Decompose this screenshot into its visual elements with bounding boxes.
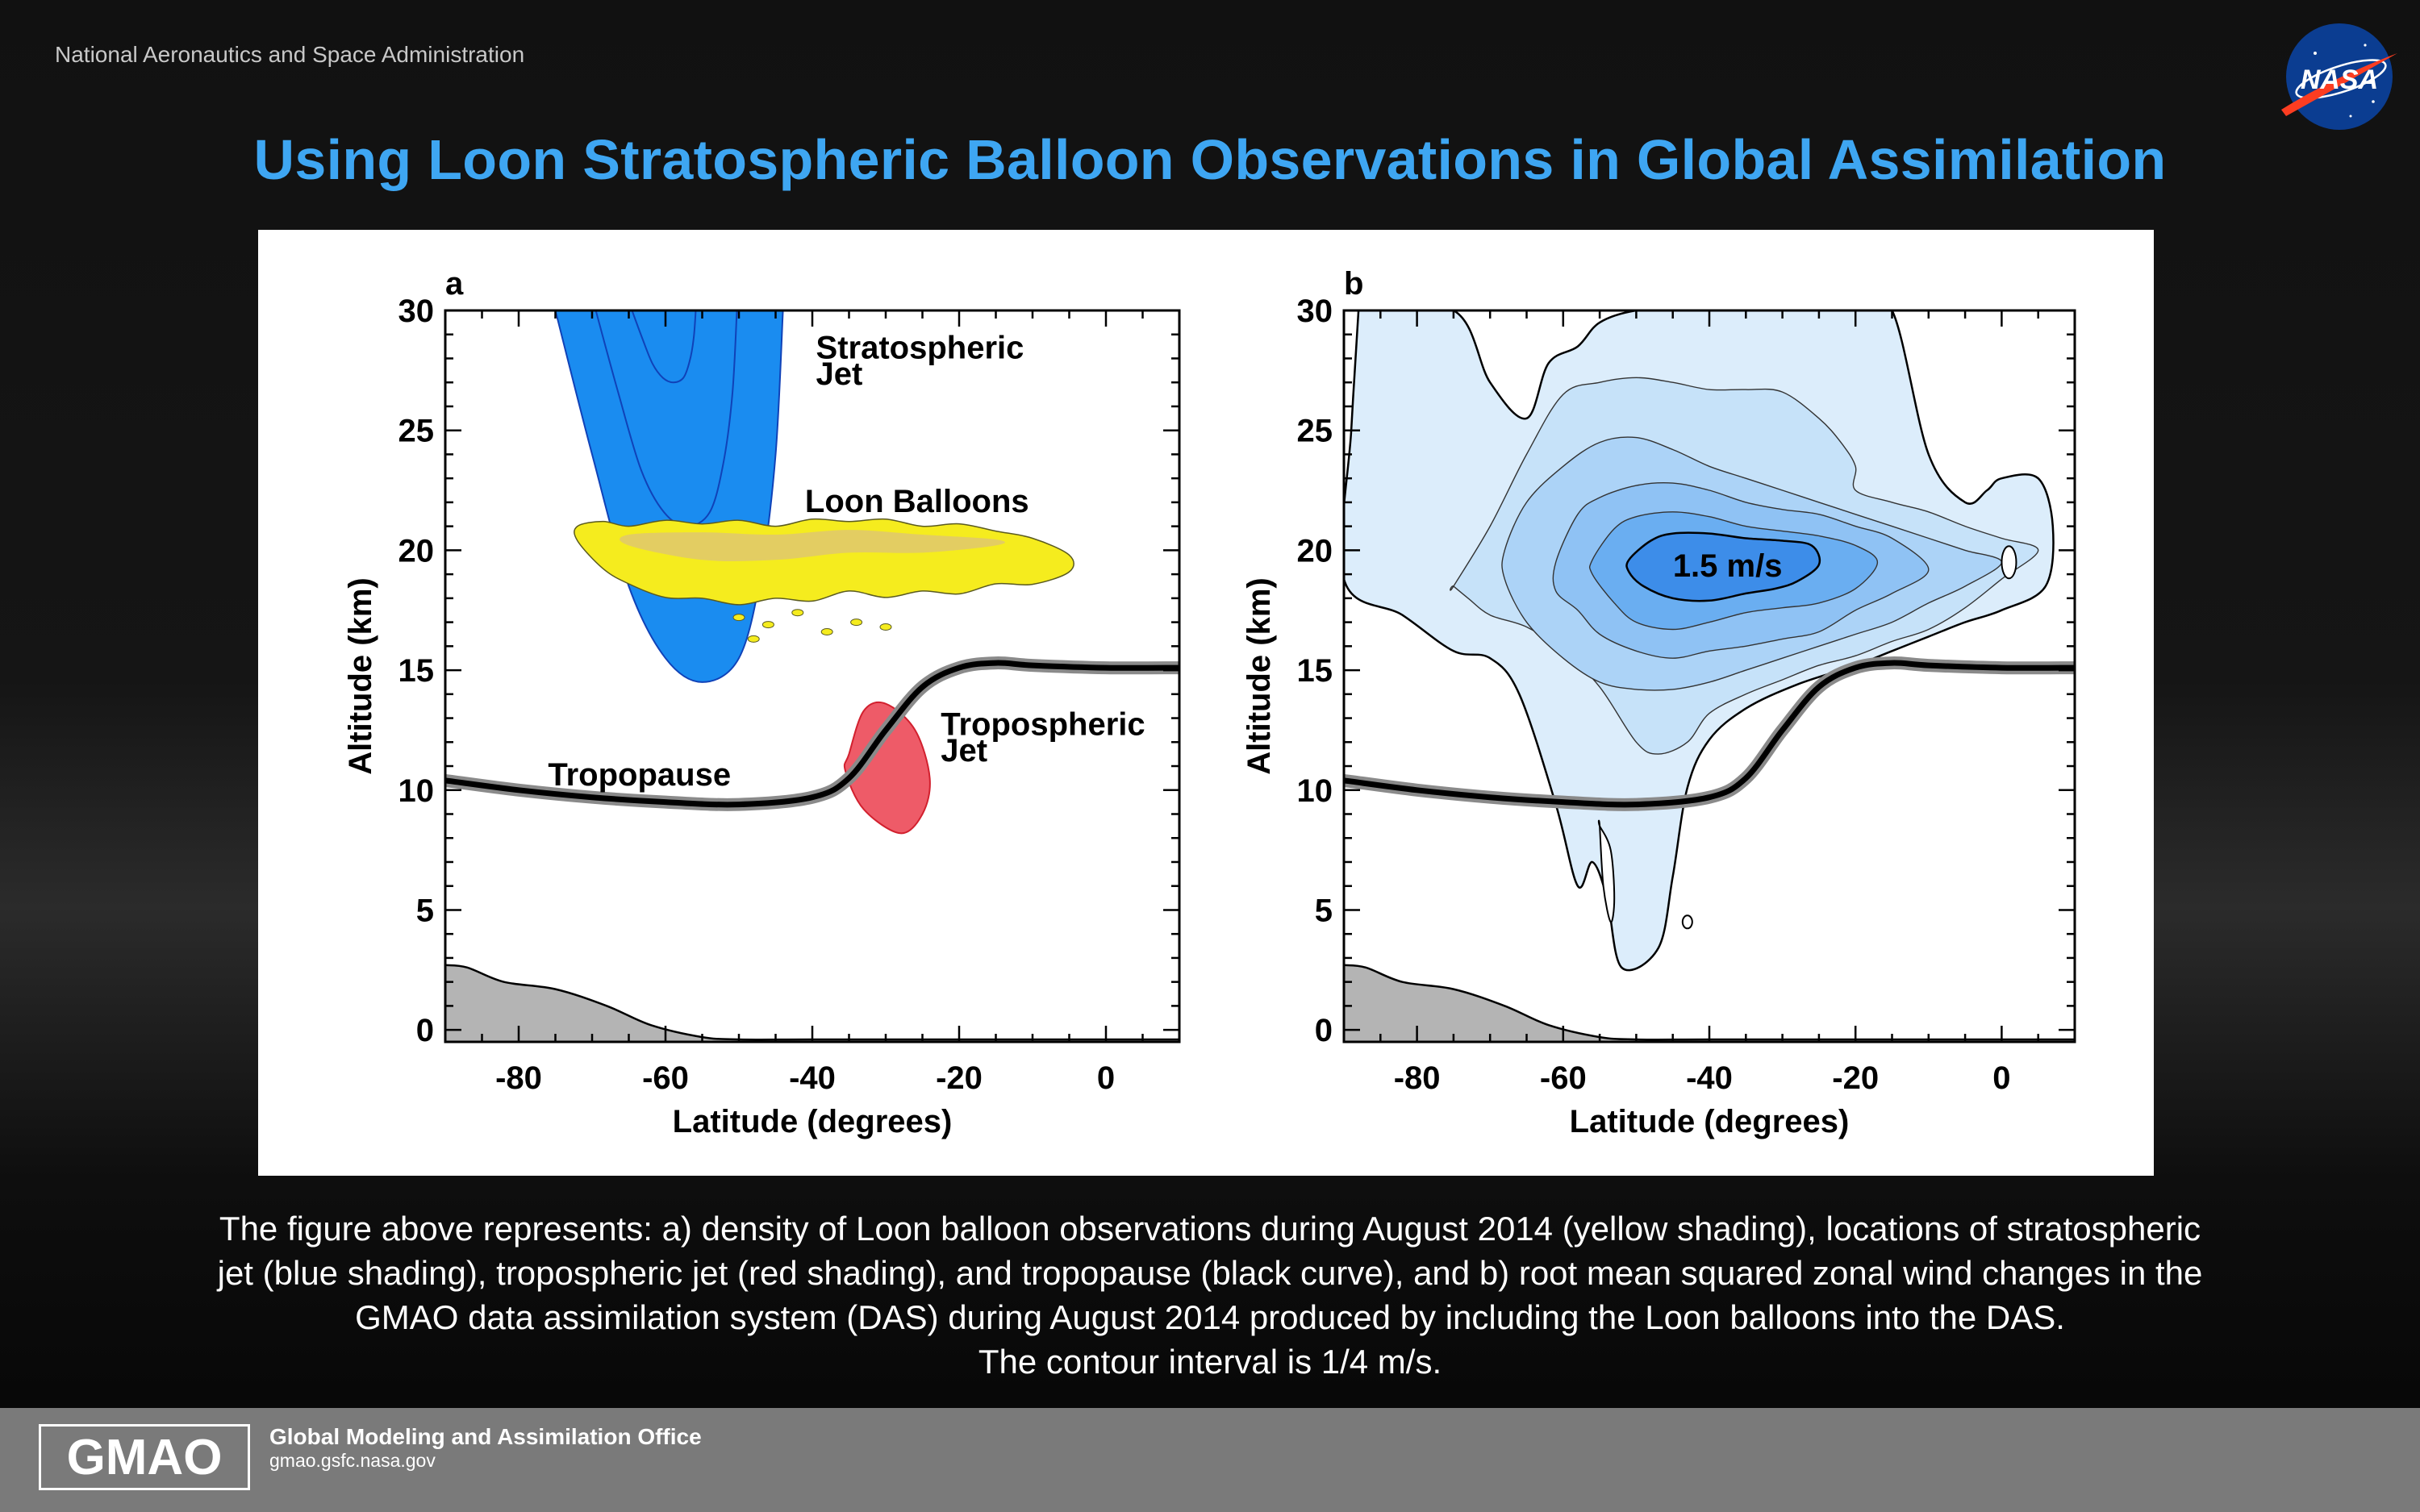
loon-balloon-speck <box>747 635 760 643</box>
loon-balloon-speck <box>732 614 745 622</box>
plot-frame <box>444 309 1181 1043</box>
caption-line: jet (blue shading), tropospheric jet (re… <box>217 1254 2203 1292</box>
caption-line: GMAO data assimilation system (DAS) duri… <box>355 1298 2065 1336</box>
footer-bar: GMAO Global Modeling and Assimilation Of… <box>0 1408 2420 1512</box>
panel-label: a <box>445 266 464 302</box>
x-tick-label: 0 <box>1992 1060 2010 1096</box>
tropopause-line <box>445 660 1179 808</box>
figure-svg: -80 -60 -40 -20 0 0 5 10 15 20 25 30 Latitude (degre… <box>343 266 2076 1139</box>
gmao-logo: GMAO <box>39 1424 250 1490</box>
panel-a: -80 -60 -40 -20 0 0 5 10 15 20 25 30 Latitude (degre… <box>343 266 1181 1139</box>
axis-ticks <box>1342 309 2076 1042</box>
tropospheric-jet-area <box>843 701 931 835</box>
contour-island <box>1681 914 1693 930</box>
y-tick-label: 0 <box>1315 1013 1333 1048</box>
loon-balloon-speck <box>850 619 863 627</box>
figure-panel: -80 -60 -40 -20 0 0 5 10 15 20 25 30 Latitude (degre… <box>258 230 2154 1176</box>
contour-island <box>1597 819 1616 923</box>
x-tick-label: -80 <box>495 1060 542 1096</box>
y-axis-label: Altitude (km) <box>343 577 378 774</box>
loon-balloon-speck <box>791 609 804 617</box>
x-tick-label: -40 <box>1686 1060 1733 1096</box>
contour-island <box>2001 545 2017 580</box>
nasa-logo: NASA <box>2281 23 2397 130</box>
panel-b: -80 -60 -40 -20 0 0 5 10 15 20 25 30 Latitude (degre… <box>1241 266 2076 1139</box>
y-tick-label: 0 <box>416 1013 434 1048</box>
x-tick-label: -60 <box>1540 1060 1587 1096</box>
y-tick-label: 25 <box>1297 414 1333 449</box>
stratospheric-jet-label: Stratospheric <box>816 330 1024 365</box>
plot-area <box>445 310 1179 1042</box>
y-tick-label: 30 <box>398 294 435 329</box>
caption-line: The contour interval is 1/4 m/s. <box>978 1343 1442 1381</box>
tropospheric-jet-label: Tropospheric <box>941 706 1145 742</box>
figure-caption: The figure above represents: a) density … <box>97 1206 2323 1384</box>
y-tick-label: 10 <box>398 773 435 809</box>
caption-line: The figure above represents: a) density … <box>219 1210 2201 1248</box>
x-tick-label: -40 <box>789 1060 836 1096</box>
plot-area <box>1344 310 2075 1042</box>
nasa-logo-text: NASA <box>2301 65 2378 95</box>
tropospheric-jet-label: Jet <box>941 733 987 768</box>
contour-1-5 <box>1625 531 1821 602</box>
y-tick-label: 10 <box>1297 773 1333 809</box>
stratospheric-jet-area <box>554 310 784 683</box>
y-tick-label: 15 <box>398 653 435 689</box>
panel-label: b <box>1344 266 1363 302</box>
page-title: Using Loon Stratospheric Balloon Observa… <box>253 128 2167 191</box>
office-url: gmao.gsfc.nasa.gov <box>269 1450 436 1471</box>
x-tick-label: -80 <box>1394 1060 1441 1096</box>
y-tick-label: 5 <box>416 893 434 928</box>
agency-name: National Aeronautics and Space Administr… <box>55 42 525 67</box>
y-tick-label: 5 <box>1315 893 1333 928</box>
x-tick-label: -20 <box>936 1060 983 1096</box>
axis-ticks <box>444 309 1181 1042</box>
tropopause-line <box>1344 660 2075 808</box>
max-wind-label: 1.5 m/s <box>1673 548 1783 584</box>
y-tick-label: 20 <box>398 533 435 569</box>
orography-area <box>445 964 1179 1042</box>
x-axis-label: Latitude (degrees) <box>1570 1104 1850 1139</box>
loon-balloon-speck <box>820 627 833 635</box>
x-axis-label: Latitude (degrees) <box>673 1104 953 1139</box>
loon-balloon-speck <box>879 623 892 631</box>
stratospheric-jet-label: Jet <box>816 356 863 392</box>
y-axis-label: Altitude (km) <box>1241 577 1277 774</box>
x-tick-label: 0 <box>1097 1060 1115 1096</box>
x-tick-label: -20 <box>1832 1060 1879 1096</box>
y-tick-label: 20 <box>1297 533 1333 569</box>
tropopause-label: Tropopause <box>548 757 731 793</box>
stratospheric-jet-contour <box>631 310 697 384</box>
y-tick-label: 15 <box>1297 653 1333 689</box>
x-tick-label: -60 <box>642 1060 689 1096</box>
orography-area <box>1344 964 2075 1042</box>
office-name: Global Modeling and Assimilation Office <box>269 1424 702 1449</box>
loon-balloon-speck <box>761 621 774 629</box>
loon-balloons-label: Loon Balloons <box>805 484 1029 519</box>
y-tick-label: 30 <box>1297 294 1333 329</box>
loon-balloons-dense-area <box>620 530 1005 561</box>
y-tick-label: 25 <box>398 414 435 449</box>
